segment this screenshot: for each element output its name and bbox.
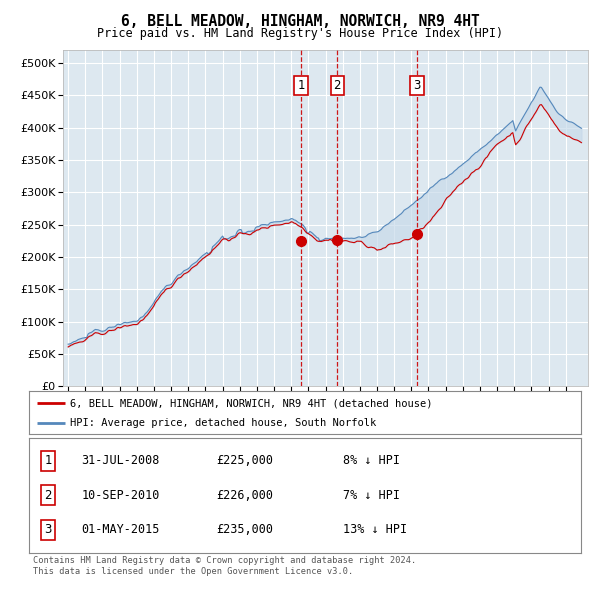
Text: 1: 1 <box>298 79 305 92</box>
Text: 2: 2 <box>334 79 341 92</box>
Text: 7% ↓ HPI: 7% ↓ HPI <box>343 489 400 502</box>
Text: Price paid vs. HM Land Registry's House Price Index (HPI): Price paid vs. HM Land Registry's House … <box>97 27 503 40</box>
Text: £225,000: £225,000 <box>217 454 274 467</box>
Text: 1: 1 <box>44 454 52 467</box>
Text: 01-MAY-2015: 01-MAY-2015 <box>81 523 160 536</box>
Text: 3: 3 <box>44 523 52 536</box>
Text: 13% ↓ HPI: 13% ↓ HPI <box>343 523 407 536</box>
Text: 6, BELL MEADOW, HINGHAM, NORWICH, NR9 4HT: 6, BELL MEADOW, HINGHAM, NORWICH, NR9 4H… <box>121 14 479 30</box>
Text: £235,000: £235,000 <box>217 523 274 536</box>
Text: 10-SEP-2010: 10-SEP-2010 <box>81 489 160 502</box>
Text: 6, BELL MEADOW, HINGHAM, NORWICH, NR9 4HT (detached house): 6, BELL MEADOW, HINGHAM, NORWICH, NR9 4H… <box>70 398 433 408</box>
Text: 3: 3 <box>413 79 421 92</box>
Text: £226,000: £226,000 <box>217 489 274 502</box>
Text: Contains HM Land Registry data © Crown copyright and database right 2024.
This d: Contains HM Land Registry data © Crown c… <box>33 556 416 576</box>
Text: 31-JUL-2008: 31-JUL-2008 <box>81 454 160 467</box>
Text: HPI: Average price, detached house, South Norfolk: HPI: Average price, detached house, Sout… <box>70 418 376 428</box>
Text: 8% ↓ HPI: 8% ↓ HPI <box>343 454 400 467</box>
Text: 2: 2 <box>44 489 52 502</box>
